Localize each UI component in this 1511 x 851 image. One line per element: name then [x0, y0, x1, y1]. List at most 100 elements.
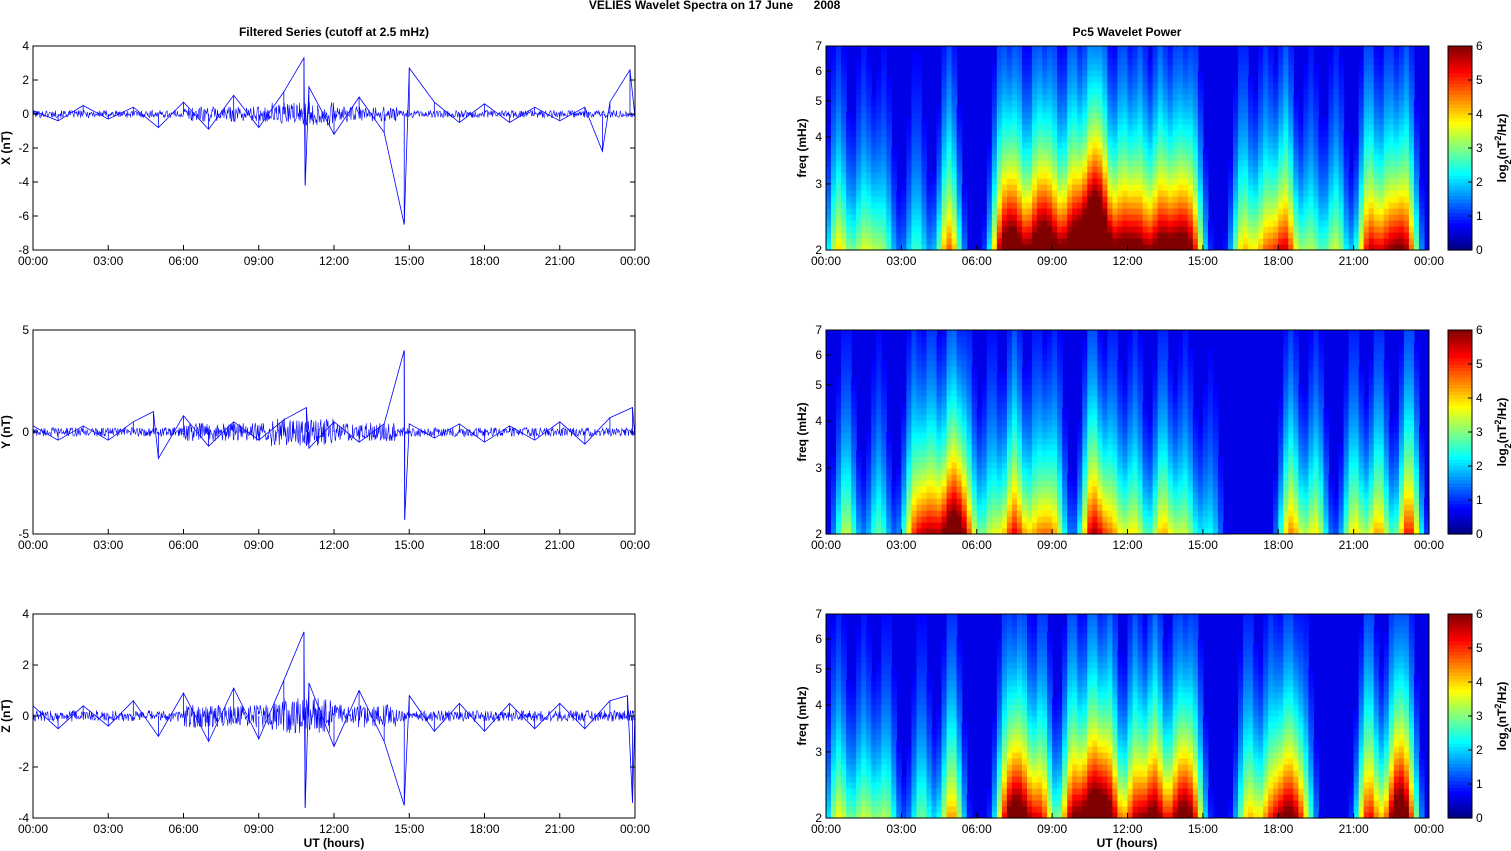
colorbar-swatch	[1448, 212, 1472, 217]
heatmap-cell	[1172, 52, 1179, 59]
heatmap-cell	[1358, 82, 1365, 89]
heatmap-cell	[1167, 244, 1174, 251]
heatmap-cell	[1233, 136, 1239, 143]
heatmap-cell	[1047, 360, 1053, 367]
heatmap-cell	[881, 462, 887, 469]
heatmap-cell	[961, 426, 968, 433]
colorbar-swatch	[1448, 66, 1472, 71]
heatmap-cell	[1378, 52, 1385, 59]
heatmap-cell	[1383, 154, 1390, 161]
heatmap-cell	[866, 510, 872, 517]
heatmap-cell	[941, 88, 948, 95]
heatmap-cell	[1248, 142, 1254, 149]
heatmap-cell	[1062, 124, 1068, 131]
heatmap-cell	[841, 516, 847, 523]
heatmap-cell	[986, 402, 993, 409]
heatmap-cell	[1107, 46, 1114, 53]
heatmap-cell	[1368, 244, 1375, 251]
heatmap-cell	[1403, 184, 1410, 191]
heatmap-cell	[1398, 148, 1405, 155]
heatmap-cell	[876, 468, 882, 475]
heatmap-cell	[1021, 100, 1028, 107]
heatmap-cell	[1021, 64, 1028, 71]
heatmap-cell	[886, 172, 892, 179]
heatmap-cell	[1313, 178, 1320, 185]
heatmap-cell	[1016, 244, 1023, 251]
heatmap-cell	[1107, 88, 1114, 95]
heatmap-cell	[1006, 148, 1013, 155]
heatmap-cell	[1258, 232, 1264, 239]
heatmap-cell	[1273, 178, 1279, 185]
heatmap-cell	[1348, 232, 1355, 239]
heatmap-cell	[1057, 516, 1063, 523]
heatmap-cell	[856, 238, 862, 245]
heatmap-cell	[1011, 238, 1018, 245]
heatmap-cell	[906, 444, 913, 451]
heatmap-cell	[1067, 208, 1073, 215]
heatmap-cell	[876, 160, 882, 167]
heatmap-cell	[1308, 178, 1315, 185]
heatmap-cell	[1308, 208, 1315, 215]
heatmap-cell	[1021, 46, 1028, 53]
heatmap-cell	[946, 516, 953, 523]
heatmap-cell	[1187, 178, 1194, 185]
heatmap-cell	[1072, 178, 1078, 185]
heatmap-cell	[1052, 504, 1058, 511]
heatmap-cell	[1378, 244, 1385, 251]
heatmap-cell	[996, 202, 1003, 209]
heatmap-cell	[1122, 190, 1129, 197]
y-tick-label: 6	[815, 64, 822, 78]
heatmap-cell	[1197, 148, 1204, 155]
heatmap-cell	[1052, 202, 1058, 209]
heatmap-cell	[851, 184, 857, 191]
heatmap-cell	[876, 402, 882, 409]
heatmap-cell	[1278, 70, 1284, 77]
heatmap-cell	[941, 354, 948, 361]
heatmap-cell	[1011, 492, 1018, 499]
heatmap-cell	[836, 516, 842, 523]
heatmap-cell	[1283, 166, 1289, 173]
heatmap-cell	[1132, 100, 1139, 107]
heatmap-cell	[936, 148, 943, 155]
heatmap-cell	[1042, 462, 1048, 469]
y-tick-label: -8	[18, 243, 29, 257]
heatmap-cell	[1037, 244, 1043, 251]
heatmap-cell	[1057, 510, 1063, 517]
heatmap-cell	[1187, 202, 1194, 209]
heatmap-cell	[1177, 196, 1184, 203]
heatmap-cell	[1368, 166, 1375, 173]
heatmap-cell	[1072, 154, 1078, 161]
heatmap-cell	[1162, 64, 1169, 71]
heatmap-cell	[1127, 172, 1134, 179]
heatmap-cell	[946, 232, 953, 239]
heatmap-cell	[1413, 184, 1420, 191]
heatmap-cell	[951, 142, 958, 149]
heatmap-cell	[1011, 510, 1018, 517]
heatmap-cell	[1263, 238, 1269, 245]
heatmap-cell	[1368, 184, 1375, 191]
colorbar-swatch	[1448, 165, 1472, 169]
colorbar-swatch	[1448, 178, 1472, 183]
heatmap-cell	[926, 396, 933, 403]
heatmap-cell	[846, 390, 852, 397]
heatmap-cell	[1318, 238, 1325, 245]
heatmap-cell	[866, 504, 872, 511]
heatmap-cell	[921, 522, 928, 529]
heatmap-cell	[1348, 172, 1355, 179]
heatmap-cell	[831, 160, 837, 167]
heatmap-cell	[1303, 226, 1310, 233]
heatmap-cell	[1062, 148, 1068, 155]
heatmap-cell	[1283, 46, 1289, 53]
heatmap-cell	[856, 130, 862, 137]
heatmap-cell	[1393, 52, 1400, 59]
heatmap-cell	[861, 232, 867, 239]
heatmap-cell	[921, 432, 928, 439]
heatmap-cell	[1408, 178, 1415, 185]
heatmap-cell	[1288, 64, 1294, 71]
heatmap-cell	[1087, 226, 1093, 233]
heatmap-cell	[936, 360, 943, 367]
heatmap-cell	[1192, 214, 1199, 221]
heatmap-cell	[1238, 70, 1244, 77]
heatmap-cell	[921, 366, 928, 373]
heatmap-cell	[946, 64, 953, 71]
